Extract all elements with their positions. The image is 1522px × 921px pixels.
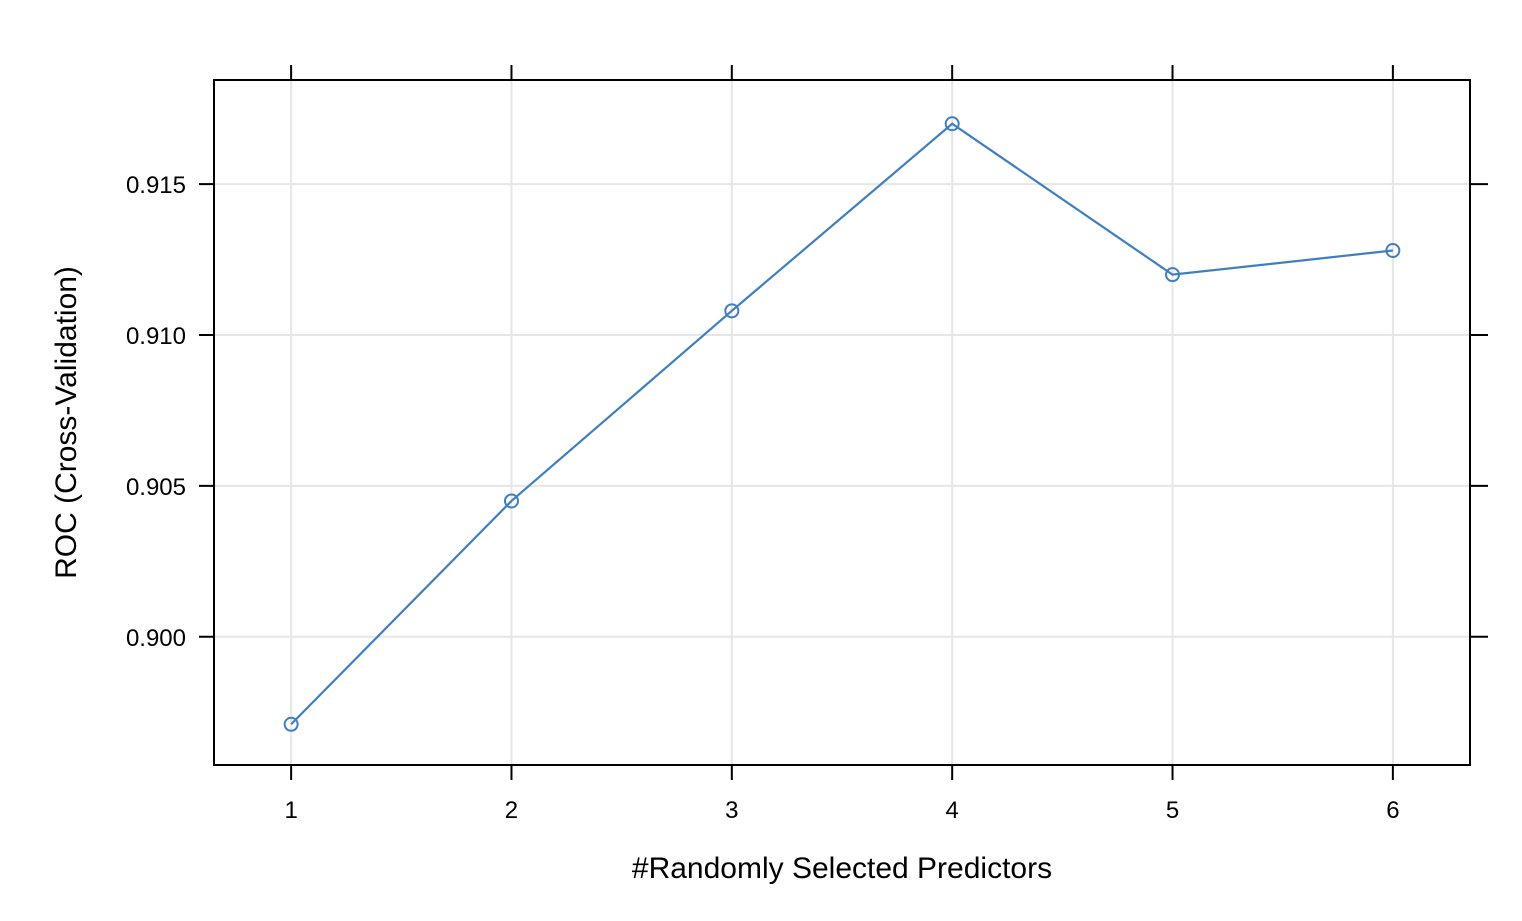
y-tick-label: 0.915 <box>126 172 186 199</box>
y-tick-label: 0.905 <box>126 474 186 501</box>
data-point <box>944 116 960 132</box>
y-tick-label: 0.900 <box>126 625 186 652</box>
data-point <box>1385 242 1401 258</box>
data-series <box>283 116 1401 732</box>
tick-labels: 1 2 3 4 5 6 0.900 0.905 0.910 0.915 <box>126 172 1400 824</box>
x-tick-label: 4 <box>945 797 958 824</box>
y-axis-title: ROC (Cross-Validation) <box>50 266 83 579</box>
x-tick-label: 3 <box>725 797 738 824</box>
data-point <box>724 303 740 319</box>
grid-lines <box>214 80 1470 765</box>
data-point <box>1165 267 1181 283</box>
x-axis-title: #Randomly Selected Predictors <box>632 852 1052 885</box>
axis-ticks <box>199 65 1488 780</box>
x-tick-label: 1 <box>284 797 297 824</box>
data-point <box>503 493 519 509</box>
plot-frame <box>213 79 1471 766</box>
x-tick-label: 6 <box>1386 797 1399 824</box>
x-tick-label: 2 <box>505 797 518 824</box>
series-line <box>290 122 1393 726</box>
x-tick-label: 5 <box>1166 797 1179 824</box>
data-point <box>283 716 299 732</box>
y-tick-label: 0.910 <box>126 323 186 350</box>
